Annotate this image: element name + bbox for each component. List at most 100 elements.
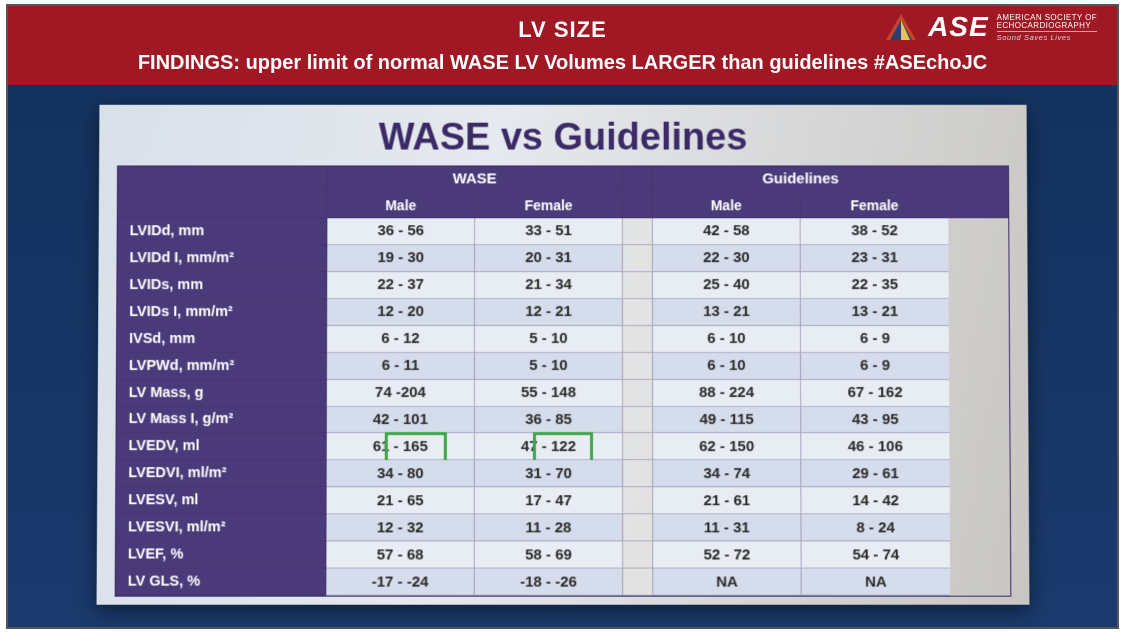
row-label: LVIDs, mm [117, 272, 327, 299]
cell-guide-female: 29 - 61 [801, 460, 949, 487]
cell-wase-female: 12 - 21 [475, 299, 623, 326]
cell-guide-male: NA [653, 569, 801, 596]
table-gap [623, 460, 653, 487]
cell-guide-female: 67 - 162 [801, 380, 949, 407]
table-gap [622, 218, 652, 245]
cell-wase-female: 11 - 28 [474, 514, 622, 541]
cell-wase-female: 17 - 47 [474, 487, 622, 514]
table-row: LVIDs I, mm/m²12 - 2012 - 21 13 - 2113 - … [117, 299, 1009, 326]
row-label: LV GLS, % [115, 569, 326, 596]
row-label: LVEDVI, ml/m² [116, 460, 326, 487]
cell-guide-female: 13 - 21 [800, 299, 948, 326]
cell-wase-male: 12 - 20 [327, 299, 475, 326]
cell-wase-male: 57 - 68 [326, 542, 474, 569]
ase-logo-text: ASE AMERICAN SOCIETY OF ECHOCARDIOGRAPHY… [928, 13, 1097, 41]
table-row: LVPWd, mm/m²6 - 115 - 106 - 106 - 9 [116, 353, 1008, 380]
cell-wase-male: 19 - 30 [327, 245, 475, 272]
cell-guide-male: 25 - 40 [652, 272, 800, 299]
table-gap [622, 245, 652, 272]
cell-wase-male: 42 - 101 [326, 407, 474, 434]
comparison-table: WASE Guidelines Male Female Male Female [114, 165, 1011, 596]
cell-wase-male: 36 - 56 [327, 218, 475, 245]
cell-wase-male: 6 - 11 [326, 353, 474, 380]
table-gap [622, 326, 652, 353]
cell-guide-female: 23 - 31 [800, 245, 948, 272]
row-label: LVIDs I, mm/m² [117, 299, 327, 326]
page-title: LV SIZE [518, 17, 607, 43]
cell-guide-female: 14 - 42 [801, 487, 949, 514]
cell-wase-female: 58 - 69 [474, 542, 622, 569]
cell-wase-male: 12 - 32 [326, 514, 474, 541]
row-label: LVESV, ml [116, 487, 326, 514]
cell-wase-female: 31 - 70 [474, 460, 622, 487]
table-gap [622, 272, 652, 299]
group-guidelines: Guidelines [652, 166, 947, 192]
row-label: LVIDd, mm [117, 218, 327, 245]
cell-guide-male: 6 - 10 [652, 353, 800, 380]
table-gap [623, 542, 653, 569]
cell-guide-female: 38 - 52 [800, 218, 948, 245]
slide-frame: LV SIZE ASE AMERICAN SOCIETY OF ECHOCARD… [6, 4, 1119, 629]
cell-guide-male: 11 - 31 [653, 514, 801, 541]
row-label: LVPWd, mm/m² [116, 353, 326, 380]
table-sub-header: Male Female Male Female [117, 192, 1007, 218]
cell-wase-female: 33 - 51 [475, 218, 623, 245]
table-row: LVESV, ml21 - 6517 - 47 21 - 6114 - 42 [116, 487, 1010, 514]
ase-line2: ECHOCARDIOGRAPHY [997, 22, 1097, 32]
cell-wase-female: 5 - 10 [475, 326, 623, 353]
cell-wase-female: -18 - -26 [474, 569, 622, 596]
row-label: LVIDd I, mm/m² [117, 245, 327, 272]
cell-wase-male: 34 - 80 [326, 460, 474, 487]
cell-guide-female: 8 - 24 [801, 514, 949, 541]
table-row: LV GLS, %-17 - -24-18 - -26 NANA [115, 569, 1010, 596]
table-row: LVESVI, ml/m²12 - 3211 - 2811 - 318 - 24 [115, 514, 1009, 541]
table-row: LVEDVI, ml/m²34 - 8031 - 7034 - 7429 - 6… [116, 460, 1009, 487]
row-label: LV Mass, g [116, 380, 326, 407]
cell-guide-female: 46 - 106 [801, 433, 949, 460]
table-row: LV Mass I, g/m²42 - 10136 - 8549 - 11543… [116, 407, 1009, 434]
cell-wase-female: 5 - 10 [474, 353, 622, 380]
title-row: LV SIZE ASE AMERICAN SOCIETY OF ECHOCARD… [28, 12, 1097, 48]
sub-wase-female: Female [475, 192, 623, 218]
cell-wase-female: 47 - 122 [474, 433, 622, 460]
table-row: LVIDd, mm36 - 5633 - 51 42 - 5838 - 52 [117, 218, 1008, 245]
row-label: LVEDV, ml [116, 433, 326, 460]
cell-wase-female: 55 - 148 [474, 380, 622, 407]
cell-guide-male: 6 - 10 [652, 326, 800, 353]
ase-tagline: Sound Saves Lives [997, 34, 1097, 42]
cell-guide-male: 42 - 58 [652, 218, 800, 245]
projected-slide: WASE vs Guidelines WASE Guidelines Male … [96, 105, 1029, 605]
table-row: LV Mass, g74 -20455 - 14888 - 22467 - 16… [116, 380, 1009, 407]
cell-wase-female: 36 - 85 [474, 407, 622, 434]
ase-logo: ASE AMERICAN SOCIETY OF ECHOCARDIOGRAPHY… [880, 10, 1097, 44]
sub-wase-male: Male [327, 192, 475, 218]
table-gap [623, 487, 653, 514]
ase-logo-icon [880, 10, 922, 44]
table-gap [623, 569, 653, 596]
cell-guide-female: NA [801, 569, 950, 596]
table-gap [622, 299, 652, 326]
cell-guide-female: 22 - 35 [800, 272, 948, 299]
table-row: LVIDd I, mm/m²19 - 3020 - 3122 - 3023 - … [117, 245, 1008, 272]
row-label: LV Mass I, g/m² [116, 407, 326, 434]
cell-wase-female: 20 - 31 [475, 245, 623, 272]
cell-wase-male: -17 - -24 [326, 569, 474, 596]
slide-title: WASE vs Guidelines [117, 117, 1009, 160]
cell-guide-male: 52 - 72 [653, 542, 801, 569]
sub-guide-male: Male [652, 192, 800, 218]
slide-body: WASE vs Guidelines WASE Guidelines Male … [8, 85, 1117, 627]
table-gap [623, 407, 653, 434]
cell-guide-male: 13 - 21 [652, 299, 800, 326]
table-gap [623, 433, 653, 460]
table-row: IVSd, mm6 - 125 - 106 - 106 - 9 [117, 326, 1009, 353]
cell-guide-male: 49 - 115 [653, 407, 801, 434]
row-label: IVSd, mm [117, 326, 327, 353]
cell-wase-male: 6 - 12 [327, 326, 475, 353]
table-row: LVEF, %57 - 6858 - 6952 - 7254 - 74 [115, 542, 1009, 569]
ase-acronym: ASE [928, 13, 989, 41]
cell-wase-male: 21 - 65 [326, 487, 474, 514]
cell-guide-male: 21 - 61 [653, 487, 801, 514]
group-wase: WASE [327, 166, 622, 192]
table-row: LVIDs, mm22 - 3721 - 3425 - 4022 - 35 [117, 272, 1008, 299]
row-label: LVEF, % [115, 542, 326, 569]
